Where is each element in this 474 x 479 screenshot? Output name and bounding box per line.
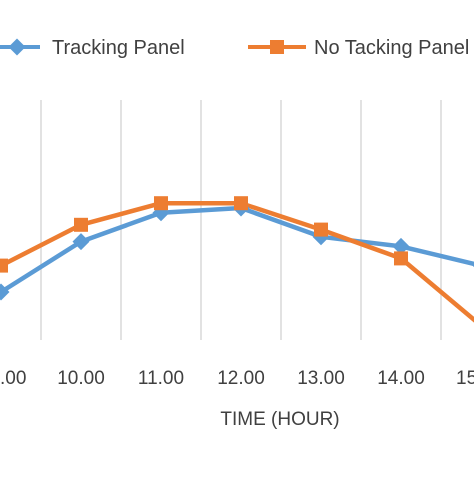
x-tick-label: 11.00 [138, 368, 184, 389]
legend-marker-tracking [8, 38, 26, 56]
data-point-no-tacking-panel [0, 258, 8, 273]
x-tick-label: 14.00 [377, 368, 425, 389]
x-tick-labels: .00 10.00 11.00 12.00 13.00 14.00 15 [0, 368, 474, 389]
legend-item-tracking: Tracking Panel [0, 37, 185, 59]
legend-label-tracking: Tracking Panel [52, 37, 185, 59]
x-tick-label: 12.00 [217, 368, 265, 389]
x-tick-label: 10.00 [57, 368, 105, 389]
x-tick-label: 13.00 [297, 368, 345, 389]
data-point-tracking-panel [72, 233, 90, 251]
grid-lines [40, 100, 442, 340]
legend-label-no-tacking: No Tacking Panel [314, 37, 469, 59]
data-point-no-tacking-panel [314, 222, 328, 237]
data-point-no-tacking-panel [154, 196, 168, 211]
x-tick-label: 15 [456, 368, 474, 389]
data-point-no-tacking-panel [234, 196, 248, 211]
legend: Tracking Panel No Tacking Panel [0, 37, 469, 59]
series-markers [0, 196, 474, 301]
data-point-tracking-panel [392, 237, 410, 255]
x-tick-label: .00 [0, 368, 26, 389]
legend-marker-no-tacking [270, 40, 284, 54]
x-axis-title: TIME (HOUR) [220, 409, 339, 430]
data-point-no-tacking-panel [394, 251, 408, 266]
data-point-no-tacking-panel [74, 217, 88, 232]
legend-item-no-tacking: No Tacking Panel [248, 37, 469, 59]
